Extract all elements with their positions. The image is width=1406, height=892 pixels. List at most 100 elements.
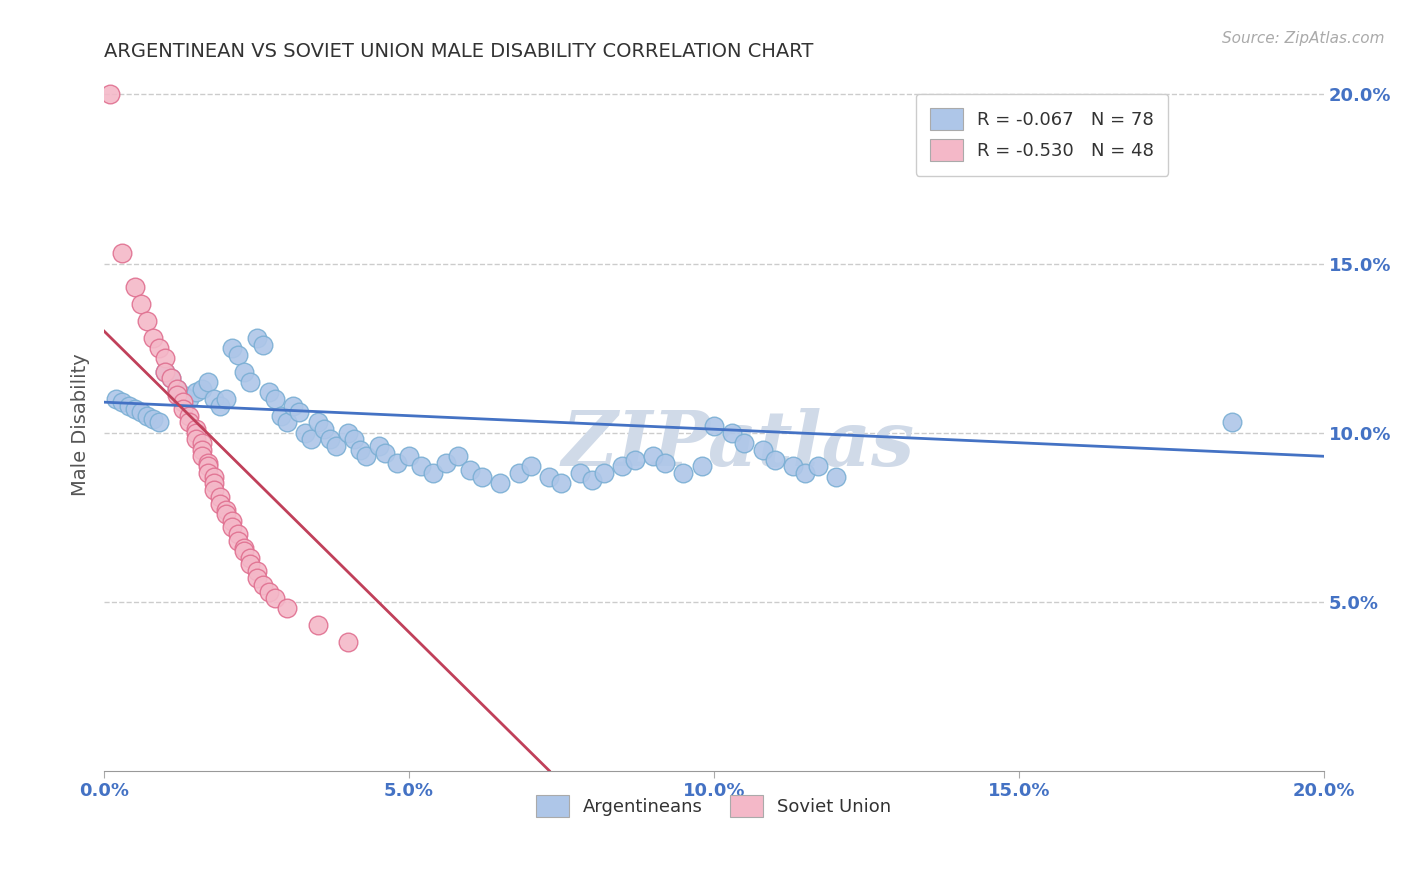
- Point: [202, 476, 225, 491]
- Point: [226, 348, 249, 362]
- Point: [252, 337, 274, 351]
- Point: [124, 401, 146, 416]
- Point: [806, 459, 828, 474]
- Point: [301, 433, 323, 447]
- Point: [337, 425, 360, 440]
- Point: [447, 450, 470, 464]
- Point: [721, 425, 744, 440]
- Point: [153, 365, 176, 379]
- Point: [654, 456, 676, 470]
- Point: [568, 466, 591, 480]
- Y-axis label: Male Disability: Male Disability: [72, 352, 90, 496]
- Point: [312, 422, 335, 436]
- Point: [166, 382, 188, 396]
- Point: [172, 388, 194, 402]
- Point: [142, 412, 165, 426]
- Point: [197, 375, 219, 389]
- Point: [166, 382, 188, 396]
- Point: [202, 483, 225, 497]
- Point: [135, 314, 157, 328]
- Point: [782, 459, 804, 474]
- Point: [458, 463, 481, 477]
- Point: [215, 503, 238, 517]
- Point: [239, 558, 262, 572]
- Point: [325, 439, 347, 453]
- Point: [283, 399, 305, 413]
- Point: [319, 433, 342, 447]
- Point: [356, 450, 378, 464]
- Point: [184, 425, 207, 440]
- Point: [184, 433, 207, 447]
- Point: [148, 416, 170, 430]
- Point: [190, 382, 212, 396]
- Point: [672, 466, 695, 480]
- Point: [172, 401, 194, 416]
- Point: [550, 476, 572, 491]
- Point: [142, 331, 165, 345]
- Legend: Argentineans, Soviet Union: Argentineans, Soviet Union: [529, 788, 898, 824]
- Point: [581, 473, 603, 487]
- Point: [117, 399, 139, 413]
- Point: [221, 520, 243, 534]
- Point: [124, 280, 146, 294]
- Point: [434, 456, 457, 470]
- Point: [276, 416, 298, 430]
- Point: [703, 418, 725, 433]
- Point: [257, 384, 280, 399]
- Point: [538, 469, 561, 483]
- Point: [233, 541, 256, 555]
- Point: [111, 246, 134, 260]
- Point: [690, 459, 713, 474]
- Point: [1220, 416, 1243, 430]
- Point: [422, 466, 444, 480]
- Point: [215, 392, 238, 406]
- Point: [257, 584, 280, 599]
- Point: [105, 392, 128, 406]
- Point: [270, 409, 292, 423]
- Text: ZIPatlas: ZIPatlas: [562, 408, 915, 482]
- Point: [208, 399, 231, 413]
- Point: [226, 533, 249, 548]
- Point: [343, 433, 366, 447]
- Point: [190, 450, 212, 464]
- Point: [612, 459, 634, 474]
- Point: [184, 384, 207, 399]
- Point: [349, 442, 371, 457]
- Point: [411, 459, 433, 474]
- Point: [489, 476, 512, 491]
- Point: [233, 365, 256, 379]
- Point: [179, 392, 201, 406]
- Point: [153, 351, 176, 366]
- Point: [202, 392, 225, 406]
- Point: [166, 388, 188, 402]
- Point: [263, 392, 285, 406]
- Point: [239, 550, 262, 565]
- Point: [148, 341, 170, 355]
- Point: [160, 371, 183, 385]
- Point: [276, 601, 298, 615]
- Point: [226, 527, 249, 541]
- Point: [190, 435, 212, 450]
- Point: [208, 490, 231, 504]
- Point: [307, 416, 329, 430]
- Point: [294, 425, 316, 440]
- Point: [98, 87, 121, 102]
- Text: ARGENTINEAN VS SOVIET UNION MALE DISABILITY CORRELATION CHART: ARGENTINEAN VS SOVIET UNION MALE DISABIL…: [104, 42, 814, 61]
- Point: [245, 564, 267, 578]
- Point: [208, 497, 231, 511]
- Point: [263, 591, 285, 606]
- Point: [385, 456, 408, 470]
- Point: [520, 459, 543, 474]
- Point: [179, 416, 201, 430]
- Point: [129, 405, 152, 419]
- Point: [763, 452, 786, 467]
- Point: [197, 456, 219, 470]
- Point: [202, 469, 225, 483]
- Point: [111, 395, 134, 409]
- Point: [367, 439, 389, 453]
- Point: [337, 635, 360, 649]
- Point: [190, 442, 212, 457]
- Point: [508, 466, 530, 480]
- Point: [172, 395, 194, 409]
- Point: [129, 297, 152, 311]
